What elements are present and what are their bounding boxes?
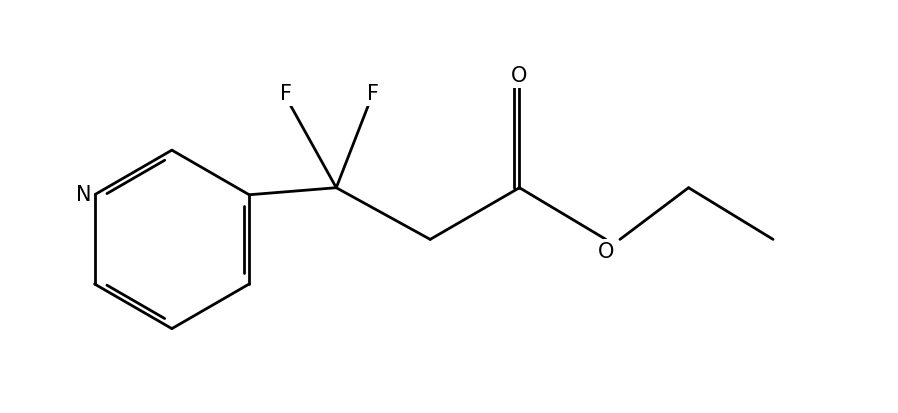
Text: O: O	[598, 242, 614, 261]
Text: F: F	[279, 84, 292, 104]
Text: F: F	[367, 84, 379, 104]
Text: O: O	[511, 66, 528, 86]
Text: N: N	[75, 185, 91, 205]
